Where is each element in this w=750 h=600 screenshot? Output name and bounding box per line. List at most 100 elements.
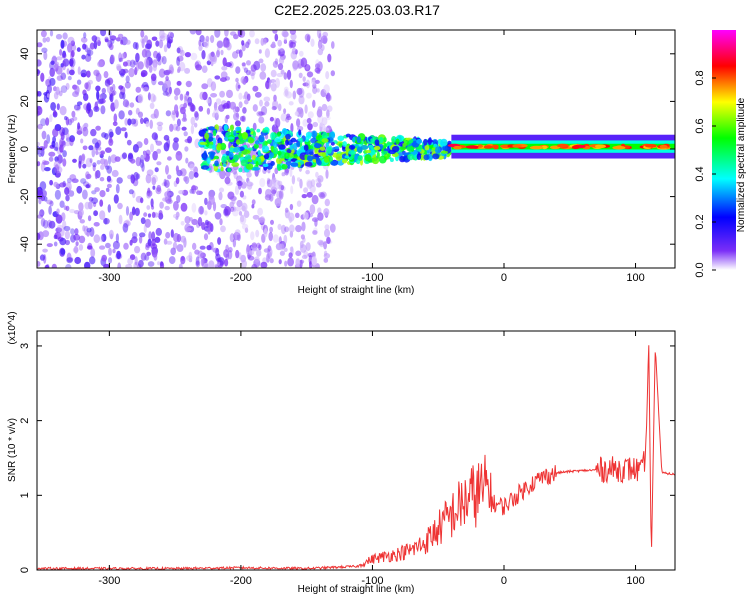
spectrogram-point xyxy=(62,158,67,167)
spectrogram-point xyxy=(71,178,79,183)
spectrogram-point xyxy=(39,209,45,217)
spectrogram-point xyxy=(268,79,272,84)
spectrogram-point xyxy=(296,87,303,96)
spectrogram-point xyxy=(307,123,313,131)
spectrogram-point xyxy=(82,225,86,232)
spectrogram-point xyxy=(115,37,121,42)
spectrogram-point xyxy=(202,91,208,101)
spectrogram-xtick-label: 100 xyxy=(626,272,644,284)
spectrogram-point xyxy=(60,72,67,80)
spectrogram-point xyxy=(435,146,441,154)
spectrogram-point xyxy=(416,153,422,161)
spectrogram-point xyxy=(226,89,233,99)
spectrogram-point xyxy=(171,110,176,116)
spectrogram-point xyxy=(45,79,51,85)
spectrogram-point xyxy=(60,39,65,49)
spectrogram-point xyxy=(176,244,184,252)
spectrogram-point xyxy=(256,128,261,133)
spectrogram-point xyxy=(314,142,319,148)
spectrogram-point xyxy=(266,177,271,185)
spectrogram-point xyxy=(89,42,95,50)
spectrogram-point xyxy=(221,66,228,71)
spectrogram-point xyxy=(338,143,343,148)
spectrogram-point xyxy=(158,210,163,216)
spectrogram-point xyxy=(256,111,264,117)
spectrogram-point xyxy=(234,185,240,196)
spectrogram-point xyxy=(74,104,81,111)
spectrogram-point xyxy=(202,260,208,268)
spectrogram-point xyxy=(60,248,66,255)
spectrogram-point xyxy=(109,35,117,41)
spectrogram-point xyxy=(317,212,324,221)
spectrogram-point xyxy=(312,230,318,235)
spectrogram-point xyxy=(83,32,87,39)
spectrogram-point xyxy=(156,161,162,166)
spectrogram-point xyxy=(164,79,172,88)
spectrogram-point xyxy=(117,262,122,268)
spectrogram-point xyxy=(325,169,329,179)
spectrogram-point xyxy=(135,173,141,180)
spectrogram-point xyxy=(55,33,63,40)
spectrogram-point xyxy=(261,129,269,133)
spectrogram-point xyxy=(381,150,389,154)
spectrogram-point xyxy=(135,52,140,63)
spectrogram-point xyxy=(190,52,198,61)
spectrogram-point xyxy=(108,30,112,37)
spectrogram-point xyxy=(262,38,267,45)
spectrogram-point xyxy=(306,191,313,198)
spectrogram-point xyxy=(82,163,87,169)
spectrogram-point xyxy=(65,132,70,141)
spectrogram-point xyxy=(92,162,97,168)
spectrogram-point xyxy=(105,242,111,249)
spectrogram-point xyxy=(113,194,119,204)
spectrogram-point xyxy=(378,136,384,144)
spectrogram-point xyxy=(42,190,47,198)
colorbar-tick-label: 0.8 xyxy=(694,70,706,85)
spectrogram-point xyxy=(107,204,112,213)
spectrogram-point xyxy=(69,208,75,214)
spectrogram-point xyxy=(319,192,326,199)
spectrogram-point xyxy=(371,157,380,165)
spectrogram-point xyxy=(245,69,251,76)
spectrogram-point xyxy=(166,138,171,148)
spectrogram-point xyxy=(356,136,361,144)
spectrogram-point xyxy=(330,141,335,146)
spectrogram-point xyxy=(89,227,95,237)
spectrogram-point xyxy=(59,237,67,246)
spectrogram-point xyxy=(120,39,124,45)
spectrogram-point xyxy=(103,263,110,268)
spectrogram-point xyxy=(106,183,112,189)
spectrogram-point xyxy=(89,256,96,265)
spectrogram-point xyxy=(125,219,130,225)
spectrogram-point xyxy=(103,218,110,225)
spectrogram-point xyxy=(184,67,191,74)
spectrogram-point xyxy=(94,170,98,180)
spectrogram-point xyxy=(95,85,101,92)
spectrogram-point xyxy=(72,158,77,163)
spectrogram-point xyxy=(100,235,104,243)
spectrogram-point xyxy=(312,99,316,108)
spectrogram-point xyxy=(194,112,200,121)
spectrogram-point xyxy=(229,101,237,110)
spectrogram-point xyxy=(342,141,347,147)
spectrogram-point xyxy=(59,105,67,116)
spectrogram-point xyxy=(240,254,247,263)
spectrogram-point xyxy=(85,184,90,189)
spectrogram-point xyxy=(280,185,285,191)
spectrogram-point xyxy=(153,108,159,119)
spectrogram-point xyxy=(44,167,51,172)
snr-ytick-label: 2 xyxy=(19,418,31,424)
spectrogram-point xyxy=(259,216,266,225)
spectrogram-point xyxy=(115,183,120,194)
spectrogram-point xyxy=(285,133,291,140)
spectrogram-point xyxy=(50,60,55,66)
spectrogram-point xyxy=(290,162,299,167)
snr-xlabel: Height of straight line (km) xyxy=(298,584,415,595)
spectrogram-point xyxy=(306,180,313,189)
spectrogram-point xyxy=(208,136,214,142)
spectrogram-point xyxy=(232,238,237,248)
spectrogram-point xyxy=(173,214,178,219)
spectrogram-point xyxy=(307,111,314,119)
snr-ytick-label: 1 xyxy=(19,492,31,498)
spectrogram-point xyxy=(319,122,324,128)
